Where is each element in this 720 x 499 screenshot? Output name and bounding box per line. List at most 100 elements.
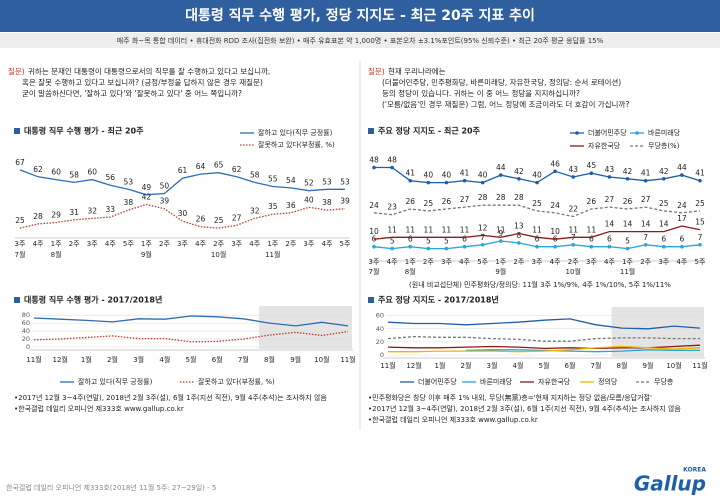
marker [372, 165, 376, 170]
data-label: 40 [442, 171, 452, 180]
data-label: 28 [514, 193, 524, 202]
marker [480, 180, 485, 185]
marker [426, 246, 431, 251]
x-tick-label: 3주 [87, 240, 98, 248]
marker [535, 244, 539, 249]
y-tick-label: 0 [380, 351, 384, 359]
x-tick-label: 8월 [617, 361, 628, 370]
x-tick-label: 10월 [666, 361, 681, 370]
data-label: 54 [286, 176, 296, 185]
data-label: 40 [304, 195, 314, 204]
footer: 한국갤럽 데일리 오피니언 제333호(2018년 11월 5주: 27~29일… [6, 483, 216, 492]
x-tick-label: 4주 [33, 240, 44, 248]
data-label: 29 [51, 211, 61, 220]
x-tick-label: 11월 [380, 361, 395, 370]
y-tick-label: 60 [22, 319, 30, 327]
data-label: 31 [69, 208, 79, 217]
x-tick-label: 2주 [513, 258, 524, 266]
data-label: 35 [268, 202, 278, 211]
x-tick-label: 4주 [459, 258, 470, 266]
data-label: 27 [605, 195, 615, 204]
x-tick-label: 12월 [406, 361, 421, 370]
marker [535, 180, 539, 185]
data-label: 7 [643, 233, 648, 242]
legend-label: 잘하고 있다(직무 긍정률) [258, 128, 333, 137]
data-label: 62 [33, 165, 43, 174]
legend-label: 무당층(%) [648, 141, 680, 150]
data-label: 26 [196, 215, 206, 224]
month-label: 11월 [620, 267, 635, 276]
marker [498, 239, 503, 243]
x-tick-label: 1월 [81, 355, 92, 364]
legend-label: 바른미래당 [480, 377, 513, 386]
x-tick-label: 2주 [159, 240, 170, 248]
legend-label: 자유한국당 [538, 377, 571, 386]
data-label: 33 [106, 205, 116, 214]
data-label: 14 [623, 220, 633, 229]
data-label: 27 [460, 195, 470, 204]
question-line: 현재 우리나라에는 [388, 67, 446, 76]
data-label: 11 [587, 225, 597, 234]
data-label: 41 [405, 169, 415, 178]
marker [426, 180, 431, 185]
month-label: 9월 [141, 250, 152, 259]
x-tick-label: 1주 [495, 258, 506, 266]
data-label: 60 [87, 168, 97, 177]
x-tick-label: 1주 [622, 258, 633, 266]
data-label: 67 [15, 158, 25, 167]
data-label: 7 [480, 233, 485, 242]
data-label: 46 [550, 159, 560, 168]
x-tick-label: 4월 [513, 361, 524, 370]
data-label: 8 [516, 231, 521, 240]
marker [408, 178, 413, 183]
data-label: 6 [408, 235, 413, 244]
data-label: 64 [196, 162, 206, 171]
data-label: 22 [568, 205, 578, 214]
data-label: 48 [369, 156, 379, 165]
data-label: 6 [462, 235, 467, 244]
data-label: 41 [695, 169, 705, 178]
month-label: 10월 [566, 267, 581, 276]
data-label: 11 [424, 225, 434, 234]
marker [589, 244, 594, 249]
marker [625, 177, 630, 181]
marker [462, 244, 467, 249]
data-label: 27 [232, 213, 242, 222]
marker [372, 244, 376, 249]
legend-label: 잘하고 있다(직무 긍정률) [78, 377, 153, 386]
chart-title: 대통령 직무 수행 평가 - 최근 20주 [24, 126, 144, 136]
note: •민주평화당은 창당 이후 매주 1% 내외, 무당(無黨)층='현재 지지하는… [368, 393, 652, 402]
legend-label: 정의당 [598, 377, 618, 386]
x-tick-label: 3주 [303, 240, 314, 248]
data-label: 11 [568, 225, 578, 234]
marker [643, 178, 648, 183]
legend-marker [575, 131, 579, 135]
data-label: 28 [33, 212, 43, 221]
marker [480, 243, 485, 247]
legend-label: 무당층 [654, 377, 674, 386]
data-label: 11 [387, 225, 397, 234]
month-label: 9월 [495, 267, 506, 276]
marker [498, 173, 503, 177]
data-label: 43 [605, 165, 615, 174]
x-tick-label: 4주 [105, 240, 116, 248]
data-label: 5 [390, 237, 395, 246]
data-label: 10 [550, 227, 560, 236]
data-label: 39 [340, 197, 350, 206]
x-tick-label: 3주 [369, 258, 380, 266]
marker [390, 246, 394, 251]
month-label: 11월 [265, 250, 280, 259]
logo-sub: KOREA [683, 467, 706, 474]
data-label: 53 [322, 177, 332, 186]
question-label: 질문) [368, 67, 385, 76]
x-tick-label: 3주 [586, 258, 597, 266]
data-label: 60 [51, 168, 61, 177]
data-label: 53 [340, 177, 350, 186]
data-label: 6 [679, 235, 684, 244]
x-tick-label: 10월 [314, 355, 329, 364]
x-tick-label: 4주 [387, 258, 398, 266]
data-label: 15 [695, 218, 705, 227]
marker [571, 243, 576, 247]
data-label: 10 [369, 227, 379, 236]
